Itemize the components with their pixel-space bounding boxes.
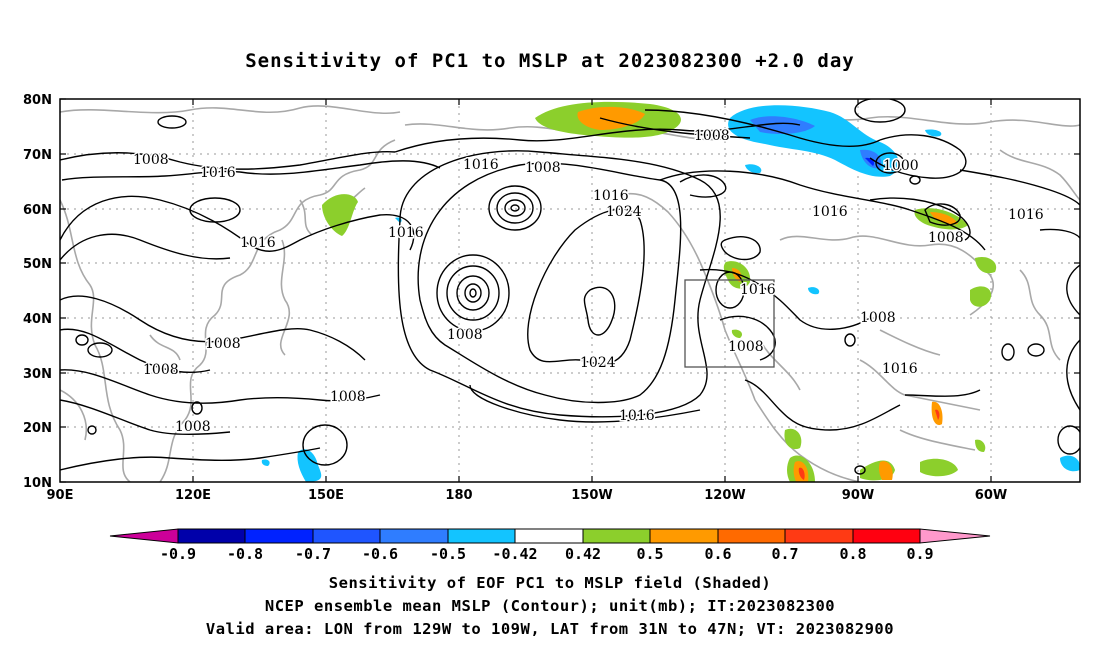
colorbar-label: 0.7 <box>771 545 798 563</box>
contour-label: 1024 <box>580 355 616 371</box>
contour-label: 1008 <box>447 327 483 343</box>
contour-label: 1008 <box>860 310 896 326</box>
x-tick-label: 150E <box>308 488 344 503</box>
contour-label: 1024 <box>606 204 642 220</box>
y-tick-label: 10N <box>23 476 52 491</box>
colorbar-label: -0.7 <box>295 545 331 563</box>
colorbar-label: -0.8 <box>227 545 263 563</box>
contour-label: 1016 <box>593 188 629 204</box>
caption-contour: NCEP ensemble mean MSLP (Contour); unit(… <box>264 597 836 615</box>
contour-label: 1008 <box>133 152 169 168</box>
colorbar-swatch <box>177 528 246 544</box>
caption-shading: Sensitivity of EOF PC1 to MSLP field (Sh… <box>328 574 772 592</box>
contour-label: 1016 <box>619 408 655 424</box>
colorbar-swatch <box>582 528 651 544</box>
x-tick-label: 90W <box>842 488 874 503</box>
contour-label: 1016 <box>1008 207 1044 223</box>
y-tick-label: 80N <box>23 93 52 108</box>
colorbar-swatch <box>312 528 381 544</box>
x-tick-label: 120W <box>704 488 745 503</box>
y-tick-label: 40N <box>23 312 52 327</box>
colorbar-label: 0.5 <box>636 545 663 563</box>
y-tick-label: 30N <box>23 367 52 382</box>
contour-label: 1016 <box>200 165 236 181</box>
valid-area-box <box>684 279 775 368</box>
tick-marks <box>60 98 1080 483</box>
plot-frame <box>59 98 1081 483</box>
x-tick-label: 60W <box>975 488 1007 503</box>
colorbar-label: -0.6 <box>362 545 398 563</box>
x-tick-label: 150W <box>571 488 612 503</box>
x-tick-label: 120E <box>175 488 211 503</box>
y-tick-label: 20N <box>23 421 52 436</box>
colorbar-label: -0.42 <box>492 545 537 563</box>
colorbar-swatch <box>852 528 921 544</box>
contour-label: 1008 <box>728 339 764 355</box>
colorbar-left-tail <box>109 528 179 544</box>
caption-valid-area: Valid area: LON from 129W to 109W, LAT f… <box>205 620 895 638</box>
colorbar-label: 0.42 <box>565 545 601 563</box>
y-tick-label: 50N <box>23 257 52 272</box>
contour-label: 1016 <box>463 157 499 173</box>
colorbar-label: -0.9 <box>160 545 196 563</box>
colorbar-swatch <box>244 528 314 544</box>
contour-label: 1008 <box>525 160 561 176</box>
contour-label: 1016 <box>388 225 424 241</box>
colorbar-label: 0.8 <box>839 545 866 563</box>
colorbar-right-tail <box>919 528 991 544</box>
colorbar-label: -0.5 <box>430 545 466 563</box>
colorbar-label: 0.6 <box>704 545 731 563</box>
contour-label: 1008 <box>175 419 211 435</box>
contour-label: 1008 <box>143 362 179 378</box>
colorbar-swatch <box>784 528 854 544</box>
contour-label: 1008 <box>205 336 241 352</box>
colorbar-swatch <box>379 528 449 544</box>
contour-label: 1008 <box>330 389 366 405</box>
y-tick-label: 60N <box>23 203 52 218</box>
contour-label: 1000 <box>883 158 919 174</box>
contour-label: 1008 <box>928 230 964 246</box>
x-tick-label: 180 <box>445 488 472 503</box>
colorbar-swatch <box>447 528 516 544</box>
contour-label: 1016 <box>240 235 276 251</box>
y-tick-label: 70N <box>23 148 52 163</box>
sensitivity-map: 1008 1016 1016 1008 1016 1008 1016 1024 … <box>23 93 1081 563</box>
contour-label: 1016 <box>882 361 918 377</box>
contour-label: 1016 <box>812 204 848 220</box>
contour-label-group: 1008 1016 1016 1008 1016 1008 1016 1024 … <box>132 127 1046 437</box>
colorbar-swatch <box>514 528 584 544</box>
colorbar <box>109 528 991 544</box>
contour-label: 1016 <box>740 282 776 298</box>
colorbar-swatch <box>649 528 719 544</box>
mslp-contours <box>60 99 1080 475</box>
colorbar-swatch <box>717 528 786 544</box>
map-title: Sensitivity of PC1 to MSLP at 2023082300… <box>245 50 855 72</box>
x-tick-label: 90E <box>47 488 74 503</box>
contour-label: 1008 <box>694 128 730 144</box>
plot-area <box>60 99 1080 482</box>
colorbar-label: 0.9 <box>906 545 933 563</box>
